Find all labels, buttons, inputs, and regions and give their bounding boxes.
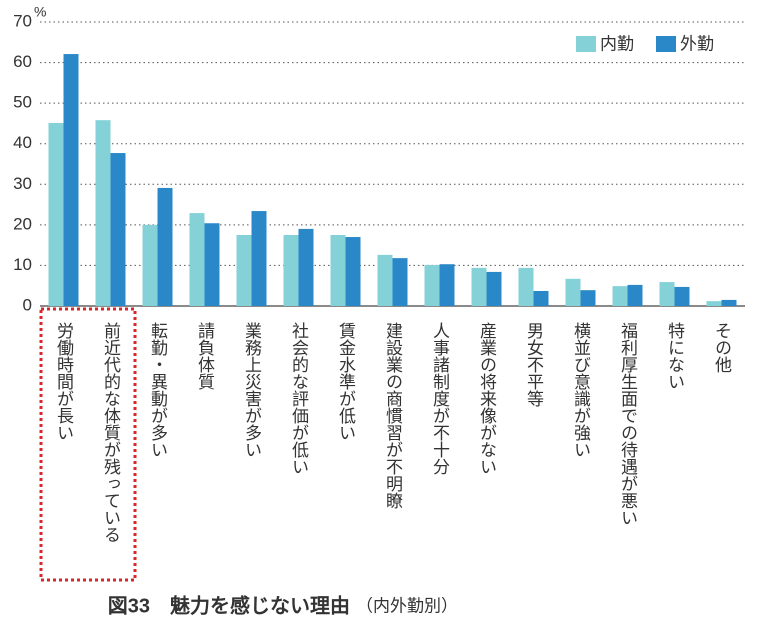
bar [189,213,205,306]
bar [439,264,455,306]
bar [533,290,549,306]
x-tick-label: その他 [712,322,732,373]
x-tick-label: 産業の将来像がない [477,322,497,475]
bar [298,228,314,306]
bar [674,286,690,306]
x-tick-label: 社会的な評価が低い [289,322,309,475]
x-tick-label: 賃金水準が低い [336,322,356,441]
bar [48,123,64,306]
bar [251,211,267,306]
bar [345,237,361,306]
unit-label: % [34,4,46,20]
x-tick-label: 人事諸制度が不十分 [430,322,450,475]
y-tick-label: 60 [13,52,32,71]
x-tick-label: 特にない [665,322,685,390]
bar [157,187,173,306]
x-tick-label: 横並び意識が強い [571,322,591,458]
bar [95,120,111,306]
x-tick-label: 労働時間が長い [54,322,74,441]
y-tick-label: 0 [23,295,32,314]
bar [110,153,126,306]
chart-subtitle: （内外勤別） [356,596,458,615]
legend-label: 内勤 [600,34,634,53]
y-tick-label: 20 [13,214,32,233]
legend-swatch [576,36,596,52]
y-tick-label: 30 [13,174,32,193]
x-tick-label: 転勤・異動が多い [148,322,168,458]
x-tick-label: 福利厚生面での待遇が悪い [618,322,638,526]
y-tick-label: 70 [13,11,32,30]
x-tick-label: 業務上災害が多い [242,322,262,458]
x-tick-label: 男女不平等 [524,322,544,407]
bar [518,267,534,306]
y-tick-label: 10 [13,255,32,274]
legend-swatch [656,36,676,52]
y-tick-label: 40 [13,133,32,152]
bar [486,271,502,306]
chart-title: 図33 魅力を感じない理由 [108,593,350,617]
y-tick-label: 50 [13,93,32,112]
x-tick-label: 前近代的な体質が残っている [101,322,121,543]
bar [471,267,487,306]
bar [580,290,596,306]
highlight-box [39,307,137,582]
bar [204,223,220,306]
bar [63,54,79,307]
bar [612,286,628,306]
bar [424,265,440,306]
x-tick-label: 建設業の商慣習が不明瞭 [383,322,403,509]
bar [627,284,643,306]
legend-label: 外勤 [680,34,714,53]
bar [721,299,737,306]
bar [392,258,408,306]
bar [659,282,675,306]
bar [236,235,252,306]
bar [330,235,346,306]
bar [377,254,393,306]
bar [142,224,158,306]
bar [283,235,299,306]
bar [565,278,581,306]
bar [706,301,722,306]
x-tick-label: 請負体質 [195,322,215,390]
